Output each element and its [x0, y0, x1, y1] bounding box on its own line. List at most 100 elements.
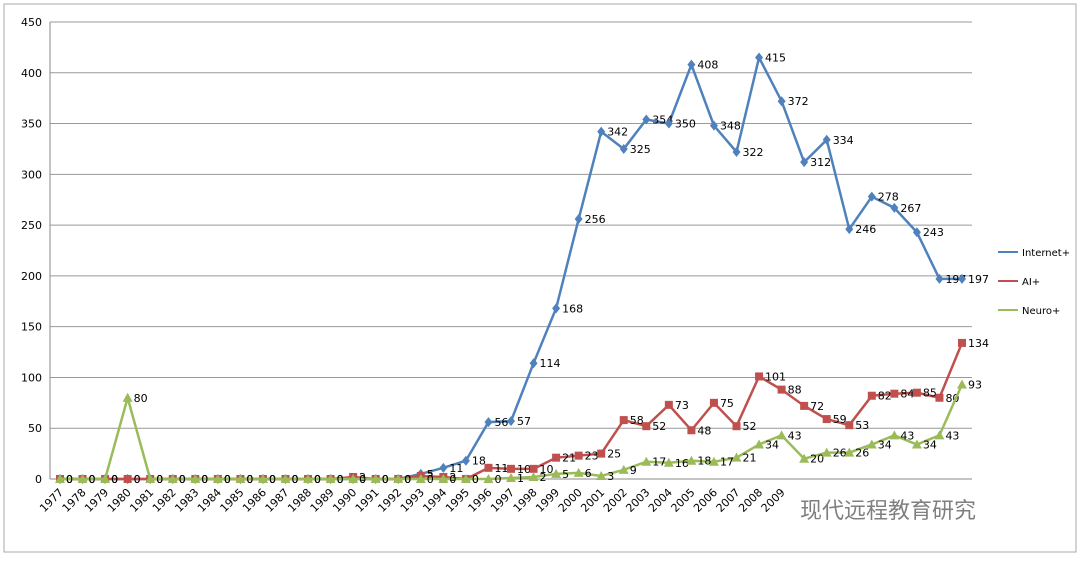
marker — [777, 96, 786, 107]
marker — [257, 474, 268, 483]
legend-label: AI+ — [1022, 277, 1040, 288]
data-label: 57 — [517, 415, 531, 428]
data-label: 0 — [156, 473, 163, 486]
y-tick-label: 250 — [21, 219, 42, 232]
data-label: 25 — [607, 448, 621, 461]
data-label: 11 — [494, 462, 508, 475]
marker — [845, 421, 854, 430]
marker — [190, 474, 201, 483]
data-label: 0 — [292, 473, 299, 486]
marker — [642, 422, 651, 431]
data-label: 53 — [855, 419, 869, 432]
data-label: 415 — [765, 52, 786, 65]
marker — [461, 455, 470, 466]
data-label: 5 — [562, 468, 569, 481]
marker — [800, 157, 809, 168]
data-label: 0 — [89, 473, 96, 486]
marker — [687, 426, 696, 435]
marker — [484, 463, 493, 472]
data-label: 267 — [900, 202, 921, 215]
data-label: 0 — [111, 473, 118, 486]
marker — [935, 273, 944, 284]
data-label: 0 — [179, 473, 186, 486]
marker — [822, 134, 831, 145]
data-label: 26 — [855, 447, 869, 460]
marker — [867, 191, 876, 202]
chart-frame — [3, 3, 1077, 553]
marker — [325, 474, 336, 483]
data-label: 43 — [900, 429, 914, 442]
data-label: 16 — [675, 457, 689, 470]
marker — [619, 143, 628, 154]
marker — [709, 120, 718, 131]
data-label: 18 — [472, 455, 486, 468]
data-label: 342 — [607, 126, 628, 139]
data-label: 17 — [652, 456, 666, 469]
marker — [709, 398, 718, 407]
marker — [958, 338, 966, 347]
marker — [957, 379, 967, 389]
data-label: 48 — [697, 424, 711, 437]
marker — [732, 146, 741, 157]
marker — [911, 439, 922, 449]
marker — [754, 439, 765, 449]
y-tick-label: 200 — [21, 270, 42, 283]
marker — [732, 422, 741, 431]
data-label: 88 — [788, 384, 802, 397]
marker — [867, 391, 876, 400]
data-label: 372 — [788, 95, 809, 108]
marker — [866, 439, 877, 449]
data-label: 0 — [472, 473, 479, 486]
legend-label: Neuro+ — [1022, 306, 1060, 317]
marker — [507, 464, 515, 473]
data-label: 0 — [404, 473, 411, 486]
data-label: 278 — [878, 191, 899, 204]
marker — [574, 214, 583, 225]
data-label: 348 — [720, 120, 741, 133]
data-label: 243 — [923, 226, 944, 239]
marker — [619, 416, 628, 425]
legend-label: Internet+ — [1022, 248, 1070, 259]
data-label: 58 — [630, 414, 644, 427]
marker — [348, 474, 359, 483]
marker — [212, 474, 223, 483]
data-label: 11 — [449, 462, 463, 475]
marker — [777, 385, 786, 394]
data-label: 34 — [923, 438, 937, 451]
data-label: 3 — [607, 470, 614, 483]
marker — [912, 388, 921, 397]
data-label: 56 — [494, 416, 508, 429]
data-label: 23 — [585, 450, 599, 463]
marker — [822, 415, 831, 424]
marker — [528, 471, 539, 481]
marker — [844, 447, 855, 457]
data-label: 2 — [359, 471, 366, 484]
data-label: 26 — [833, 447, 847, 460]
data-label: 312 — [810, 156, 831, 169]
marker — [55, 474, 65, 483]
data-label: 6 — [585, 467, 592, 480]
marker — [731, 452, 742, 462]
marker — [393, 474, 404, 483]
data-label: 0 — [314, 473, 321, 486]
marker — [145, 474, 156, 483]
marker — [596, 470, 607, 480]
marker — [439, 462, 448, 473]
data-label: 408 — [697, 59, 718, 72]
data-label: 0 — [201, 473, 208, 486]
marker — [529, 464, 538, 473]
data-label: 0 — [134, 473, 141, 486]
data-label: 168 — [562, 302, 583, 315]
marker — [597, 126, 606, 137]
data-label: 80 — [134, 392, 148, 405]
data-label: 0 — [269, 473, 276, 486]
data-label: 21 — [562, 452, 576, 465]
marker — [167, 474, 178, 483]
data-label: 52 — [652, 420, 666, 433]
marker — [552, 303, 561, 314]
marker — [664, 118, 673, 129]
y-tick-label: 350 — [21, 118, 42, 131]
data-label: 9 — [630, 464, 637, 477]
y-tick-label: 300 — [21, 168, 42, 181]
